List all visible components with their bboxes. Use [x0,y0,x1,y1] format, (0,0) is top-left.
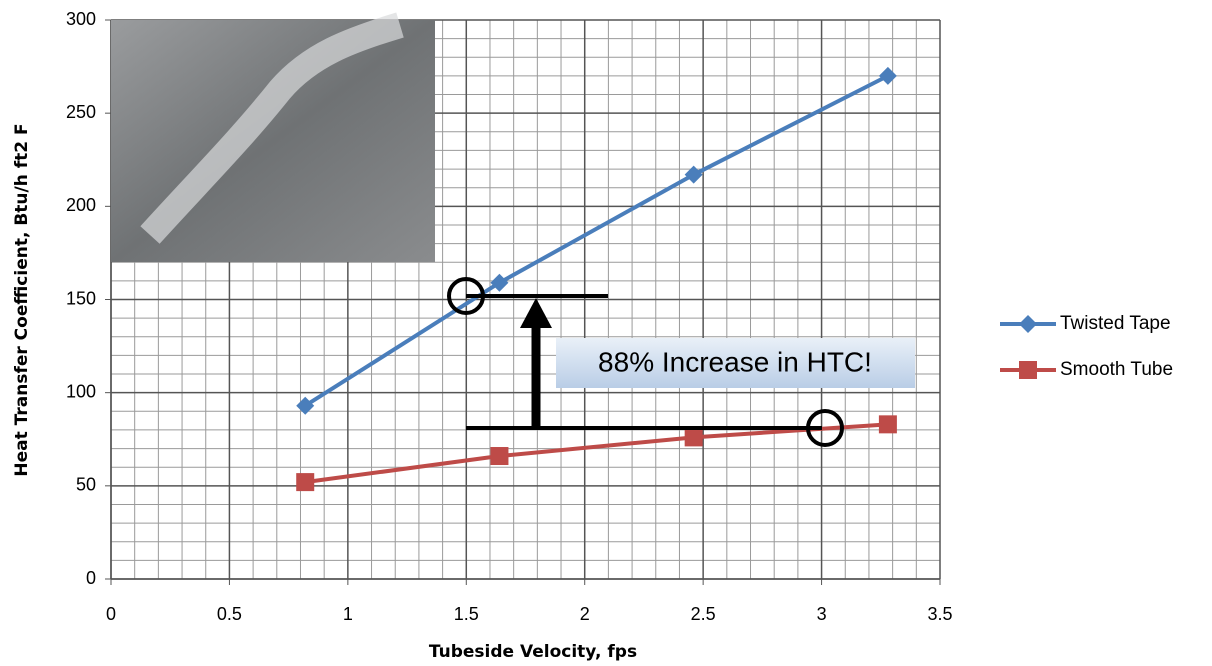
y-tick-label: 200 [66,195,96,215]
y-tick-label: 50 [76,475,96,495]
y-tick-label: 300 [66,9,96,29]
x-axis-title: Tubeside Velocity, fps [429,642,637,662]
legend-label: Smooth Tube [1060,359,1173,380]
y-tick-label: 0 [86,568,96,588]
x-tick-label: 3.5 [927,604,952,624]
x-tick-label: 1.5 [454,604,479,624]
x-tick-label: 2 [580,604,590,624]
x-tick-label: 0 [106,604,116,624]
x-tick-label: 1 [343,604,353,624]
x-tick-label: 3 [817,604,827,624]
x-tick-label: 2.5 [691,604,716,624]
point [879,415,897,433]
point [296,473,314,491]
y-axis-title: Heat Transfer Coefficient, Btu/h ft2 F [12,123,32,476]
point [879,67,897,85]
x-tick-label: 0.5 [217,604,242,624]
chart: 88% Increase in HTC! Tubeside Velocity, … [0,0,1212,666]
legend-label: Twisted Tape [1060,313,1171,334]
y-tick-label: 150 [66,288,96,308]
photo-inset [111,20,435,262]
series-line [305,424,888,482]
legend-marker [1019,361,1037,379]
annotation-text: 88% Increase in HTC! [598,346,872,377]
y-tick-label: 100 [66,381,96,401]
annotation-arrowhead [520,298,552,328]
legend-marker [1019,315,1037,333]
point [685,166,703,184]
y-tick-label: 250 [66,102,96,122]
point [685,428,703,446]
point [490,447,508,465]
